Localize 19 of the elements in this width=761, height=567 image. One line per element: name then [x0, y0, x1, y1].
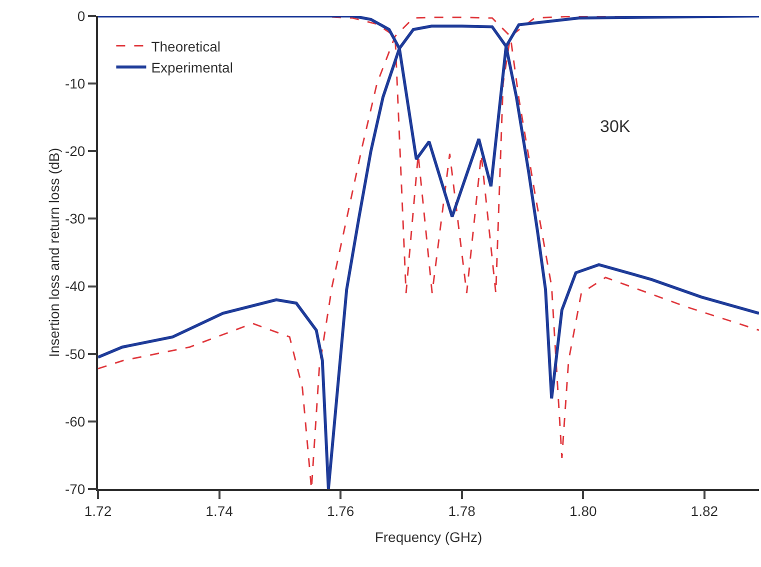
y-tick-label: -30 — [64, 210, 86, 227]
x-tick-label: 1.76 — [326, 502, 354, 519]
x-tick-label: 1.80 — [570, 502, 597, 519]
x-axis-title: Frequency (GHz) — [374, 529, 482, 545]
y-tick-label: -70 — [64, 480, 86, 497]
x-tick-label: 1.74 — [206, 502, 234, 519]
x-tick-label: 1.72 — [84, 502, 112, 519]
y-tick-label: -10 — [64, 75, 86, 92]
annotation: 30K — [600, 117, 631, 136]
x-tick-label: 1.82 — [690, 502, 718, 519]
legend-label: Experimental — [151, 59, 233, 76]
y-tick-label: -50 — [64, 346, 86, 362]
y-tick-label: -60 — [64, 413, 86, 430]
y-tick-label: 0 — [77, 8, 86, 24]
x-tick-label: 1.78 — [448, 502, 476, 519]
y-tick-label: -20 — [64, 143, 86, 160]
y-tick-label: -40 — [64, 278, 86, 294]
y-axis-title: Insertion loss and return loss (dB) — [46, 148, 62, 358]
legend-label: Theoretical — [151, 38, 220, 54]
